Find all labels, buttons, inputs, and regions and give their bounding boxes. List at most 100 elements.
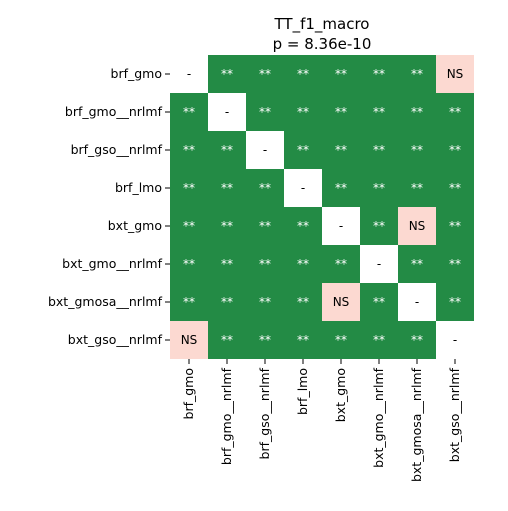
heatmap-cell-0-1	[208, 55, 246, 93]
heatmap-cell-6-4	[322, 283, 360, 321]
heatmap-cell-4-6	[398, 207, 436, 245]
cell-label-6-4: NS	[333, 295, 350, 309]
x-tick-label: bxt_gmosa__nrlmf	[409, 367, 424, 482]
cell-label-1-6: **	[411, 105, 423, 119]
heatmap-cell-4-1	[208, 207, 246, 245]
cell-label-2-0: **	[183, 143, 195, 157]
heatmap-cell-5-2	[246, 245, 284, 283]
cell-label-0-4: **	[335, 67, 347, 81]
cell-label-1-7: **	[449, 105, 461, 119]
heatmap-cell-2-0	[170, 131, 208, 169]
cell-label-5-3: **	[297, 257, 309, 271]
heatmap-cell-5-0	[170, 245, 208, 283]
heatmap-cell-7-3	[284, 321, 322, 359]
cell-label-5-1: **	[221, 257, 233, 271]
cell-label-3-6: **	[411, 181, 423, 195]
heatmap-cell-2-2	[246, 131, 284, 169]
cell-label-4-4: -	[339, 219, 343, 233]
y-tick-label: brf_gmo	[111, 66, 162, 81]
y-tick-label: brf_gso__nrlmf	[71, 142, 163, 157]
cell-label-6-1: **	[221, 295, 233, 309]
x-tick-label: brf_gmo__nrlmf	[219, 367, 234, 465]
y-tick-label: brf_gmo__nrlmf	[65, 104, 163, 119]
cell-label-2-5: **	[373, 143, 385, 157]
heatmap-cell-7-5	[360, 321, 398, 359]
heatmap-cell-6-0	[170, 283, 208, 321]
heatmap-cell-1-2	[246, 93, 284, 131]
cell-label-3-3: -	[301, 181, 305, 195]
cell-label-7-1: **	[221, 333, 233, 347]
heatmap-cell-0-5	[360, 55, 398, 93]
heatmap-cell-3-0	[170, 169, 208, 207]
heatmap-cell-4-4	[322, 207, 360, 245]
heatmap-cell-3-3	[284, 169, 322, 207]
cell-label-5-0: **	[183, 257, 195, 271]
heatmap-cell-2-1	[208, 131, 246, 169]
heatmap-cell-5-6	[398, 245, 436, 283]
heatmap-cell-4-2	[246, 207, 284, 245]
cell-label-7-4: **	[335, 333, 347, 347]
heatmap-cell-0-7	[436, 55, 474, 93]
x-axis-ticks: brf_gmo brf_gmo__nrlmf brf_gso__nrlmf brf_l…	[181, 359, 462, 482]
heatmap-cell-5-3	[284, 245, 322, 283]
cell-label-7-3: **	[297, 333, 309, 347]
cell-label-6-2: **	[259, 295, 271, 309]
heatmap-cell-6-7	[436, 283, 474, 321]
cell-label-6-0: **	[183, 295, 195, 309]
cell-label-4-2: **	[259, 219, 271, 233]
cell-label-0-0: -	[187, 67, 191, 81]
cell-label-5-2: **	[259, 257, 271, 271]
heatmap-cell-0-4	[322, 55, 360, 93]
heatmap-cell-5-1	[208, 245, 246, 283]
y-tick-label: bxt_gso__nrlmf	[68, 332, 163, 347]
cell-label-4-7: **	[449, 219, 461, 233]
cell-label-7-2: **	[259, 333, 271, 347]
cell-label-4-0: **	[183, 219, 195, 233]
cell-label-5-7: **	[449, 257, 461, 271]
chart-title: TT_f1_macro	[274, 15, 370, 34]
heatmap-cell-1-5	[360, 93, 398, 131]
heatmap-cell-3-2	[246, 169, 284, 207]
cell-label-3-0: **	[183, 181, 195, 195]
cell-label-1-5: **	[373, 105, 385, 119]
cell-label-0-2: **	[259, 67, 271, 81]
cell-label-6-3: **	[297, 295, 309, 309]
cell-label-6-5: **	[373, 295, 385, 309]
heatmap-cell-4-5	[360, 207, 398, 245]
cell-label-5-6: **	[411, 257, 423, 271]
chart-subtitle: p = 8.36e-10	[273, 35, 372, 53]
heatmap-cell-3-5	[360, 169, 398, 207]
heatmap-cell-2-7	[436, 131, 474, 169]
x-tick-label: bxt_gmo__nrlmf	[371, 367, 386, 467]
heatmap-cell-0-6	[398, 55, 436, 93]
x-tick-label: brf_gso__nrlmf	[257, 367, 272, 459]
heatmap-cell-1-3	[284, 93, 322, 131]
heatmap-cell-6-2	[246, 283, 284, 321]
heatmap-cell-3-7	[436, 169, 474, 207]
heatmap-cell-6-6	[398, 283, 436, 321]
cell-label-2-7: **	[449, 143, 461, 157]
cell-label-7-6: **	[411, 333, 423, 347]
heatmap-cell-5-7	[436, 245, 474, 283]
cell-label-3-5: **	[373, 181, 385, 195]
heatmap-cell-1-1	[208, 93, 246, 131]
cell-label-3-7: **	[449, 181, 461, 195]
heatmap-cell-1-6	[398, 93, 436, 131]
heatmap-cell-4-3	[284, 207, 322, 245]
cell-label-2-4: **	[335, 143, 347, 157]
cell-label-4-5: **	[373, 219, 385, 233]
cell-label-2-1: **	[221, 143, 233, 157]
cell-label-4-3: **	[297, 219, 309, 233]
cell-label-1-4: **	[335, 105, 347, 119]
cell-label-2-6: **	[411, 143, 423, 157]
heatmap-cell-6-3	[284, 283, 322, 321]
heatmap-cell-7-2	[246, 321, 284, 359]
heatmap-cell-4-0	[170, 207, 208, 245]
cell-label-6-7: **	[449, 295, 461, 309]
y-axis-ticks: brf_gmo brf_gmo__nrlmf brf_gso__nrlmf brf_l…	[48, 66, 170, 347]
cell-label-0-7: NS	[447, 67, 464, 81]
y-tick-label: brf_lmo	[115, 180, 162, 195]
heatmap-cell-7-4	[322, 321, 360, 359]
cell-label-3-1: **	[221, 181, 233, 195]
x-tick-label: brf_gmo	[181, 368, 196, 419]
